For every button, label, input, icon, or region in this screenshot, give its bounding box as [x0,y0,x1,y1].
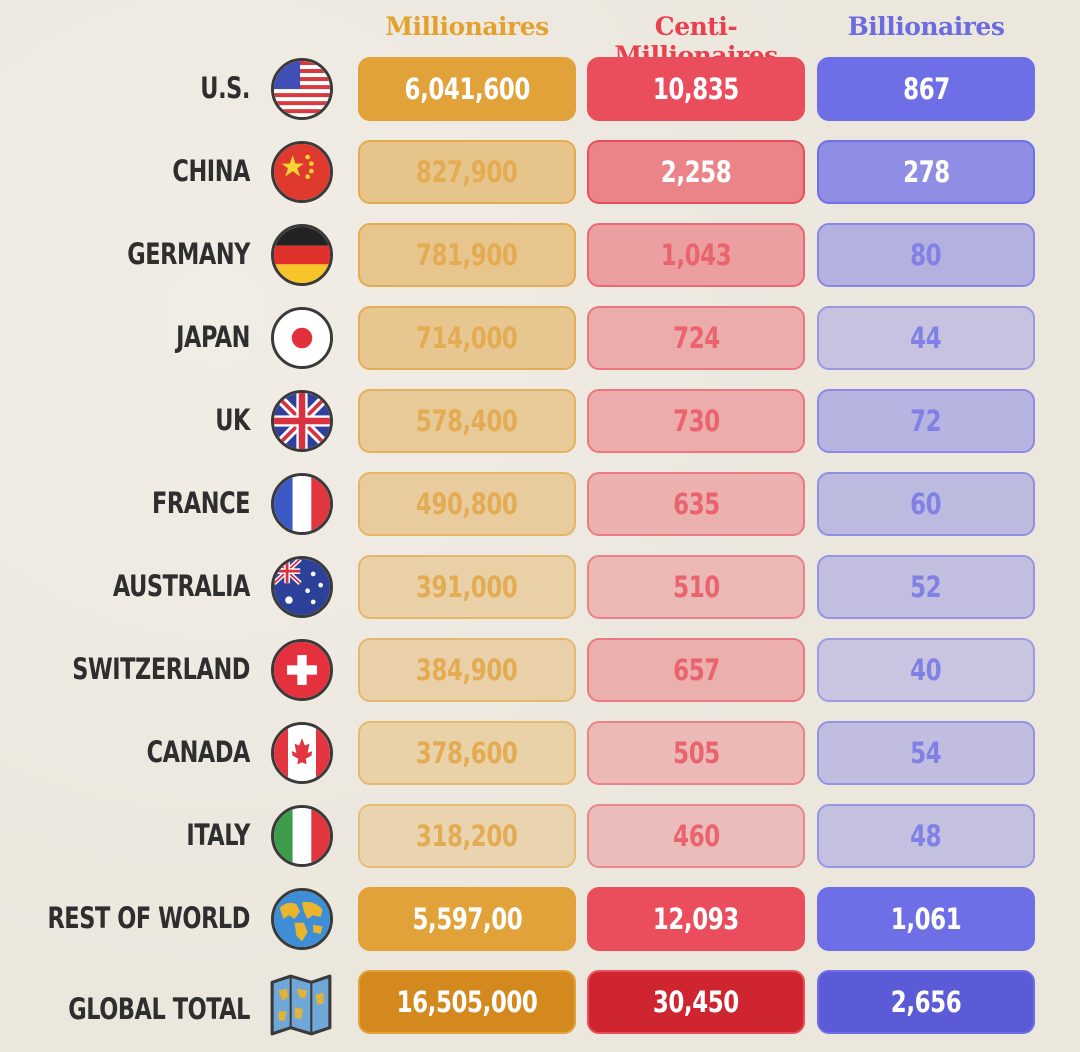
country-label: FRANCE [152,486,250,520]
row-3-billionaires-cell: 44 [817,306,1035,370]
row-2-billionaires-cell: 80 [817,223,1035,287]
row-2-centi-millionaires-cell: 1,043 [587,223,805,287]
row-5-millionaires-cell: 490,800 [358,472,576,536]
row-0-billionaires-cell: 867 [817,57,1035,121]
row-0-centi-millionaires-cell: 10,835 [587,57,805,121]
row-1-centi-millionaires-cell: 2,258 [587,140,805,204]
header-billionaires: Billionaires [847,12,1005,41]
country-label: REST OF WORLD [47,901,251,935]
row-10-millionaires-cell: 5,597,00 [358,887,576,951]
country-label: SWITZERLAND [72,652,250,686]
row-1-billionaires-cell: 278 [817,140,1035,204]
row-4-centi-millionaires-cell: 730 [587,389,805,453]
row-3-centi-millionaires-cell: 724 [587,306,805,370]
row-5-billionaires-cell: 60 [817,472,1035,536]
country-label: JAPAN [176,320,250,354]
germany-flag-icon [271,224,333,286]
row-2-millionaires-cell: 781,900 [358,223,576,287]
row-4-billionaires-cell: 72 [817,389,1035,453]
row-6-centi-millionaires-cell: 510 [587,555,805,619]
row-9-millionaires-cell: 318,200 [358,804,576,868]
row-4-millionaires-cell: 578,400 [358,389,576,453]
row-8-centi-millionaires-cell: 505 [587,721,805,785]
row-6-billionaires-cell: 52 [817,555,1035,619]
row-9-billionaires-cell: 48 [817,804,1035,868]
row-1-millionaires-cell: 827,900 [358,140,576,204]
row-5-centi-millionaires-cell: 635 [587,472,805,536]
country-label: GERMANY [127,237,250,271]
australia-flag-icon [271,556,333,618]
globe-icon [271,888,333,950]
japan-flag-icon [271,307,333,369]
world-map-icon [268,972,334,1038]
country-label: CHINA [172,154,250,188]
total-billionaires-cell: 2,656 [817,970,1035,1034]
row-8-millionaires-cell: 378,600 [358,721,576,785]
row-10-centi-millionaires-cell: 12,093 [587,887,805,951]
total-millionaires-cell: 16,505,000 [358,970,576,1034]
france-flag-icon [271,473,333,535]
row-7-centi-millionaires-cell: 657 [587,638,805,702]
row-10-billionaires-cell: 1,061 [817,887,1035,951]
switzerland-flag-icon [271,639,333,701]
row-3-millionaires-cell: 714,000 [358,306,576,370]
row-7-millionaires-cell: 384,900 [358,638,576,702]
country-label: UK [215,403,250,437]
country-label: AUSTRALIA [112,569,251,603]
total-centi-millionaires-cell: 30,450 [587,970,805,1034]
country-label: U.S. [200,71,250,105]
us-flag-icon [271,58,333,120]
row-6-millionaires-cell: 391,000 [358,555,576,619]
canada-flag-icon [271,722,333,784]
row-7-billionaires-cell: 40 [817,638,1035,702]
uk-flag-icon [271,390,333,452]
row-9-centi-millionaires-cell: 460 [587,804,805,868]
header-millionaires: Millionaires [385,12,549,41]
country-label: ITALY [186,818,250,852]
italy-flag-icon [271,805,333,867]
china-flag-icon [271,141,333,203]
country-label: CANADA [146,735,251,769]
total-label: GLOBAL TOTAL [68,992,250,1026]
row-0-millionaires-cell: 6,041,600 [358,57,576,121]
row-8-billionaires-cell: 54 [817,721,1035,785]
